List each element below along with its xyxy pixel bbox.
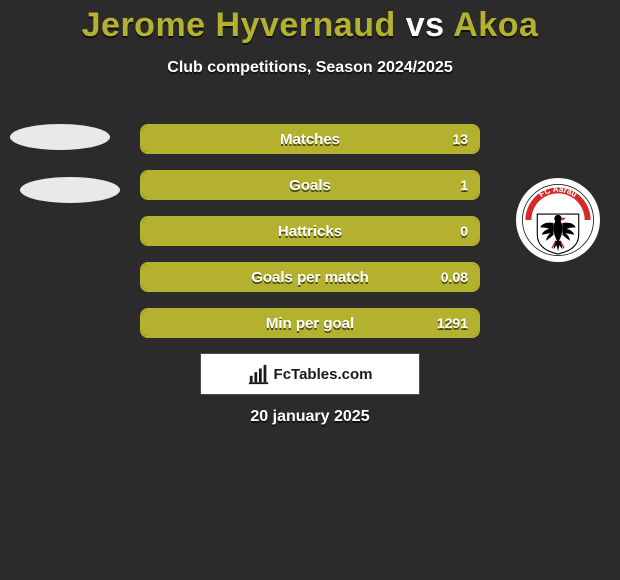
barchart-icon (248, 363, 270, 385)
vs-word: vs (406, 6, 445, 44)
stat-bar: Hattricks0 (140, 216, 480, 246)
stat-bar-fill (142, 126, 478, 152)
stat-bar: Goals per match0.08 (140, 262, 480, 292)
player1-badge-placeholder (10, 124, 110, 150)
stat-bar-fill (142, 218, 478, 244)
comparison-title: Jerome Hyvernaud vs Akoa (0, 0, 620, 45)
stat-value: 1291 (437, 310, 468, 336)
stat-bar-fill (142, 310, 478, 336)
player2-club-badge: FC Aarau (516, 178, 600, 262)
stat-value: 0 (460, 218, 468, 244)
brand-footer[interactable]: FcTables.com (200, 353, 420, 395)
stat-value: 0.08 (441, 264, 468, 290)
player2-name: Akoa (453, 6, 538, 44)
snapshot-date: 20 january 2025 (0, 408, 620, 426)
stat-bar-fill (142, 264, 478, 290)
subtitle: Club competitions, Season 2024/2025 (0, 59, 620, 77)
stat-bar-fill (142, 172, 478, 198)
stat-bar: Min per goal1291 (140, 308, 480, 338)
player1-club-placeholder (20, 177, 120, 203)
fc-aarau-badge-icon: FC Aarau (521, 183, 595, 257)
stat-bar: Matches13 (140, 124, 480, 154)
stat-value: 13 (452, 126, 468, 152)
stats-container: Matches13 Goals1 Hattricks0 Goals per match… (140, 124, 480, 354)
stat-value: 1 (460, 172, 468, 198)
player1-name: Jerome Hyvernaud (82, 6, 396, 44)
brand-text: FcTables.com (274, 366, 373, 383)
stat-bar: Goals1 (140, 170, 480, 200)
